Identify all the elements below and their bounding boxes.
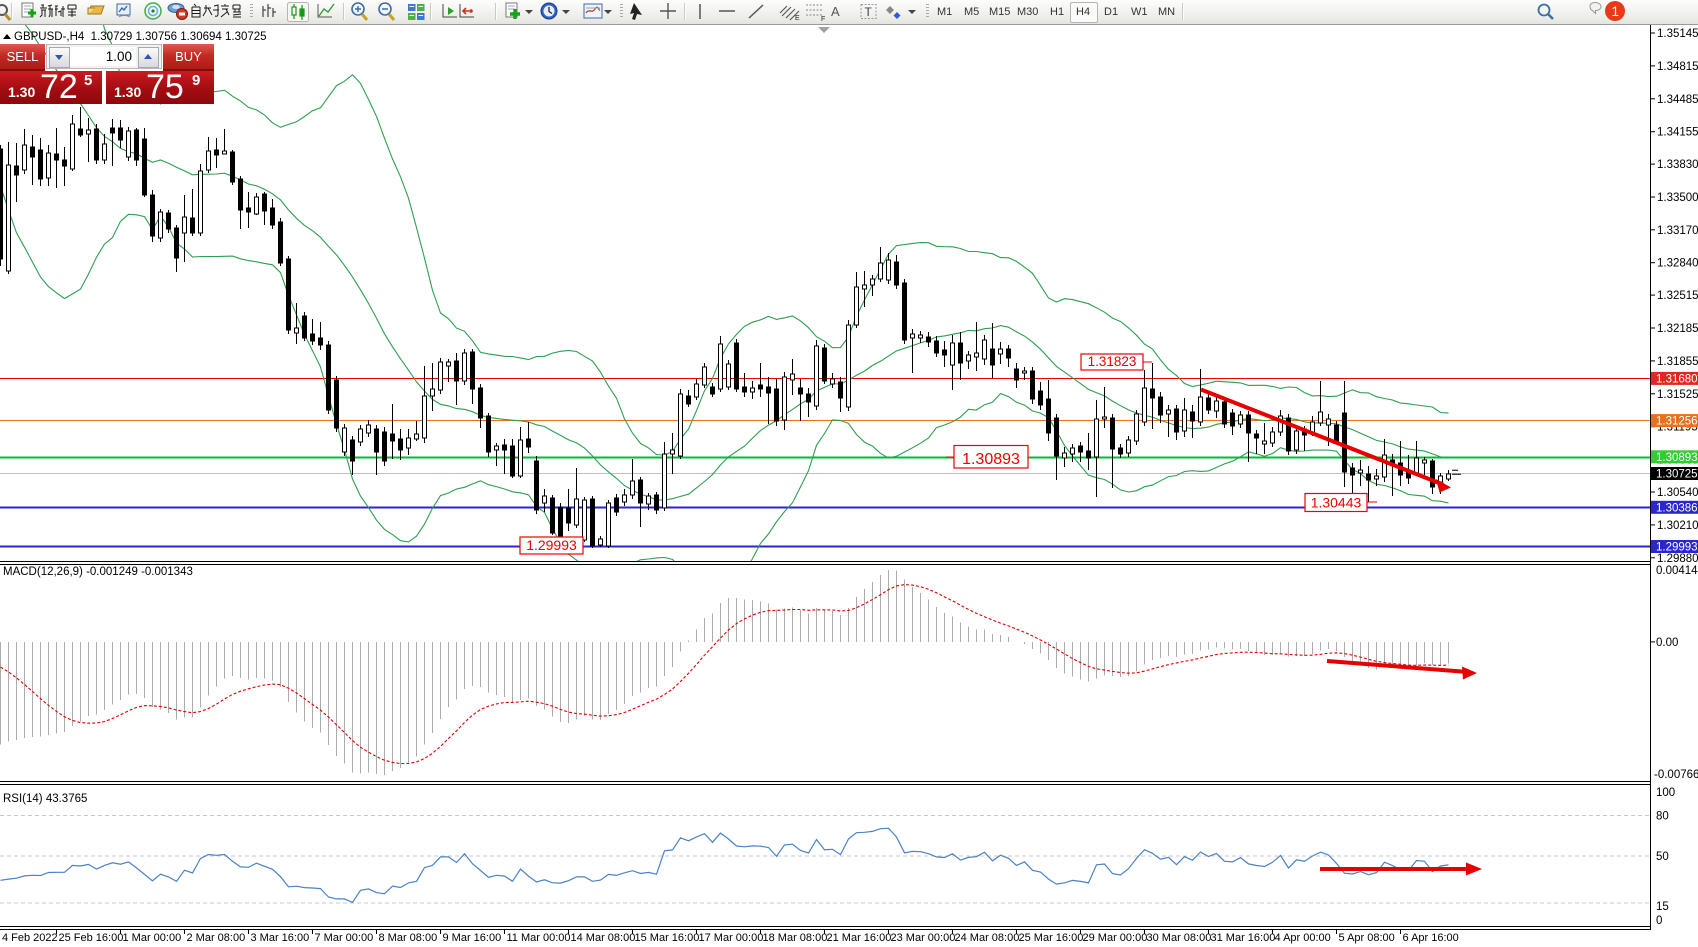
svg-text:100: 100 <box>1656 787 1675 799</box>
svg-text:RSI(14) 43.3765: RSI(14) 43.3765 <box>3 793 87 805</box>
svg-text:9 Mar 16:00: 9 Mar 16:00 <box>443 932 502 944</box>
svg-text:1.32515: 1.32515 <box>1657 290 1698 302</box>
svg-text:11 Mar 00:00: 11 Mar 00:00 <box>507 932 571 944</box>
svg-text:15 Mar 16:00: 15 Mar 16:00 <box>635 932 700 944</box>
svg-text:1.31525: 1.31525 <box>1657 389 1698 401</box>
svg-text:1.33500: 1.33500 <box>1657 192 1698 204</box>
svg-text:1 Mar 00:00: 1 Mar 00:00 <box>123 932 182 944</box>
svg-text:29 Mar 00:00: 29 Mar 00:00 <box>1083 932 1148 944</box>
svg-text:80: 80 <box>1656 811 1669 823</box>
svg-text:0: 0 <box>1656 915 1662 927</box>
svg-text:24 Mar 08:00: 24 Mar 08:00 <box>955 932 1020 944</box>
svg-text:1.32840: 1.32840 <box>1657 258 1698 270</box>
svg-text:23 Mar 00:00: 23 Mar 00:00 <box>891 932 956 944</box>
svg-text:3 Mar 16:00: 3 Mar 16:00 <box>251 932 310 944</box>
svg-text:1.32185: 1.32185 <box>1657 323 1698 335</box>
svg-text:30 Mar 08:00: 30 Mar 08:00 <box>1147 932 1212 944</box>
svg-text:18 Mar 08:00: 18 Mar 08:00 <box>763 932 828 944</box>
svg-text:1.34815: 1.34815 <box>1657 61 1698 73</box>
svg-text:1.29880: 1.29880 <box>1657 553 1698 565</box>
svg-text:25 Mar 16:00: 25 Mar 16:00 <box>1019 932 1084 944</box>
svg-text:1.33170: 1.33170 <box>1657 225 1698 237</box>
svg-text:15: 15 <box>1656 901 1669 913</box>
svg-text:GBPUSD-,H4 1.30729 1.30756 1.: GBPUSD-,H4 1.30729 1.30756 1.30694 1.307… <box>14 31 267 43</box>
svg-text:1.29993: 1.29993 <box>526 537 577 553</box>
svg-text:7 Mar 00:00: 7 Mar 00:00 <box>315 932 374 944</box>
svg-text:1.30893: 1.30893 <box>962 451 1020 468</box>
svg-text:T: T <box>865 5 873 19</box>
svg-text:1.29993: 1.29993 <box>1656 542 1698 554</box>
svg-text:1.31823: 1.31823 <box>1088 354 1137 369</box>
svg-text:1: 1 <box>1612 4 1620 19</box>
svg-text:17 Mar 00:00: 17 Mar 00:00 <box>699 932 764 944</box>
svg-text:1.33830: 1.33830 <box>1657 159 1698 171</box>
svg-text:MACD(12,26,9) -0.001249 -0.001: MACD(12,26,9) -0.001249 -0.001343 <box>3 566 193 578</box>
svg-text:50: 50 <box>1656 851 1669 863</box>
svg-text:6 Apr 16:00: 6 Apr 16:00 <box>1403 932 1459 944</box>
svg-text:1.34155: 1.34155 <box>1657 127 1698 139</box>
svg-text:1.30725: 1.30725 <box>1656 469 1698 481</box>
svg-text:1.31680: 1.31680 <box>1656 373 1698 385</box>
svg-text:4 Feb 2022: 4 Feb 2022 <box>2 932 58 944</box>
svg-text:5 Apr 08:00: 5 Apr 08:00 <box>1339 932 1395 944</box>
svg-text:1.30210: 1.30210 <box>1657 520 1698 532</box>
svg-text:1.35145: 1.35145 <box>1657 28 1698 40</box>
svg-text:1.34485: 1.34485 <box>1657 94 1698 106</box>
svg-text:25 Feb 16:00: 25 Feb 16:00 <box>59 932 124 944</box>
svg-text:1.31256: 1.31256 <box>1656 416 1698 428</box>
svg-text:1.30386: 1.30386 <box>1656 502 1698 514</box>
svg-text:2 Mar 08:00: 2 Mar 08:00 <box>187 932 246 944</box>
svg-text:21 Mar 16:00: 21 Mar 16:00 <box>827 932 892 944</box>
svg-text:F: F <box>821 16 825 23</box>
svg-text:1.30540: 1.30540 <box>1657 487 1698 499</box>
svg-text:0.00: 0.00 <box>1656 637 1678 649</box>
svg-text:-0.007664: -0.007664 <box>1654 769 1698 781</box>
svg-text:1.30893: 1.30893 <box>1656 452 1698 464</box>
svg-text:4 Apr 00:00: 4 Apr 00:00 <box>1275 932 1331 944</box>
svg-text:14 Mar 08:00: 14 Mar 08:00 <box>571 932 636 944</box>
svg-text:A: A <box>831 4 840 19</box>
svg-text:1.31855: 1.31855 <box>1657 356 1698 368</box>
svg-text:0.004144: 0.004144 <box>1656 565 1698 577</box>
svg-text:31 Mar 16:00: 31 Mar 16:00 <box>1211 932 1276 944</box>
svg-text:8 Mar 08:00: 8 Mar 08:00 <box>379 932 438 944</box>
svg-text:1.30443: 1.30443 <box>1311 495 1362 511</box>
svg-text:E: E <box>795 15 800 22</box>
